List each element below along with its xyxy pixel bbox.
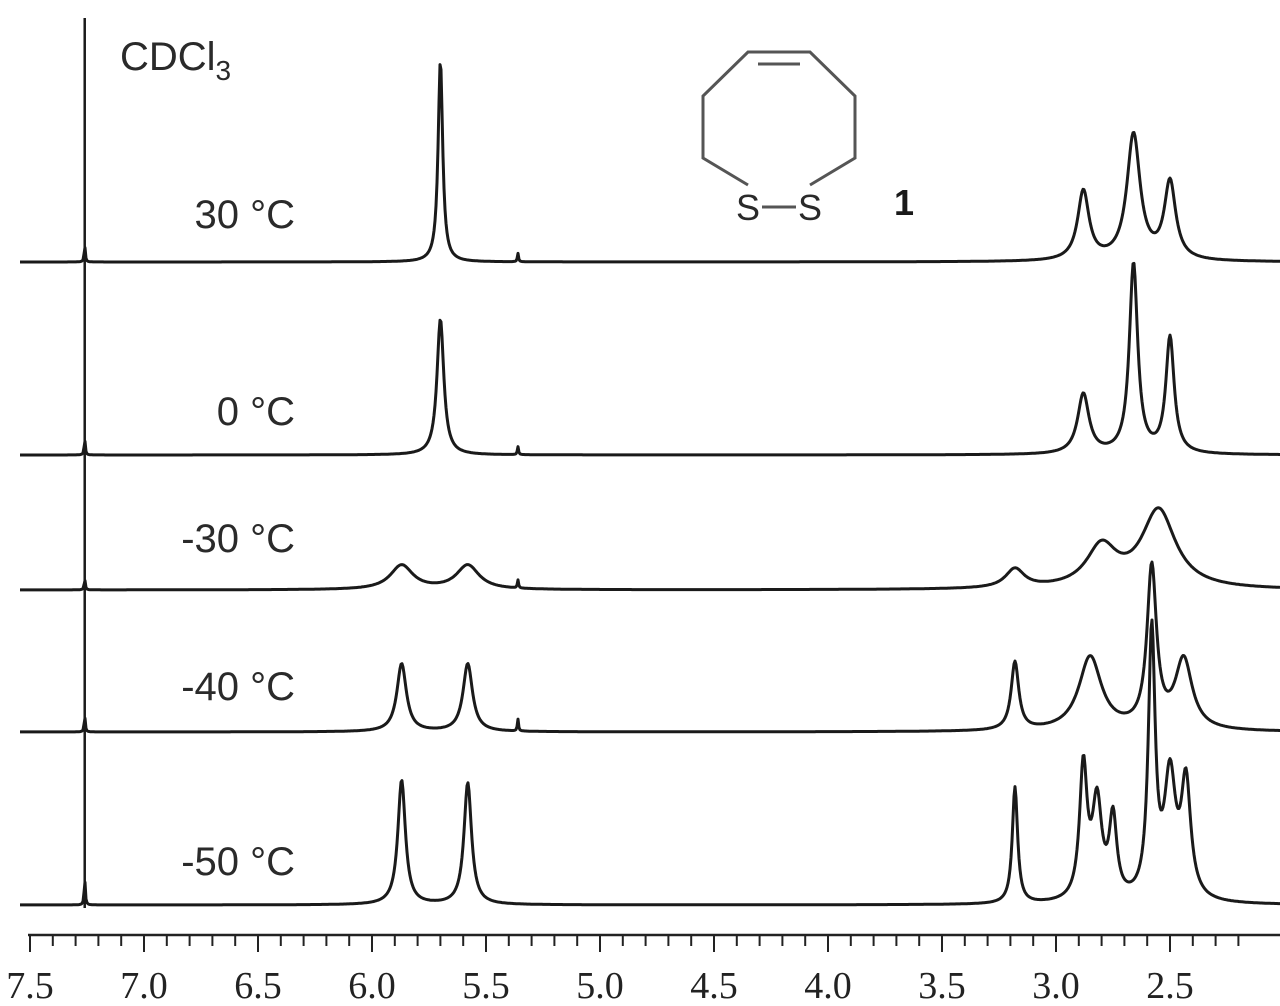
ppm-axis: 7.5 7.0 6.5 6.0 5.5 5.0 4.5 4.0 3.5 3.0 2.5 <box>6 933 1280 1006</box>
tick-label: 4.5 <box>690 965 738 1006</box>
tick-label: 3.0 <box>1032 965 1080 1006</box>
ring-bonds <box>701 50 857 187</box>
tick-label: 7.0 <box>120 965 168 1006</box>
temperature-label: -40 °C <box>181 665 295 709</box>
tick-label: 5.0 <box>576 965 624 1006</box>
tick-label: 6.0 <box>348 965 396 1006</box>
compound-number: 1 <box>894 182 914 223</box>
temperature-label: 30 °C <box>195 193 296 237</box>
spectrum-trace-5 <box>19 618 1280 907</box>
sulfur-atom-left: S <box>736 187 760 228</box>
sulfur-atom-right: S <box>798 187 822 228</box>
temperature-label: -50 °C <box>181 840 295 884</box>
temperature-label: -30 °C <box>181 517 295 561</box>
temperature-label: 0 °C <box>217 390 295 434</box>
tick-label: 2.5 <box>1146 965 1194 1006</box>
spectra-traces <box>19 18 1280 908</box>
tick-label: 3.5 <box>918 965 966 1006</box>
spectrum-trace-2 <box>19 261 1280 457</box>
spectrum-trace-4 <box>19 560 1280 734</box>
tick-label: 7.5 <box>6 965 54 1006</box>
spectrum-trace-1 <box>19 63 1280 264</box>
tick-label: 6.5 <box>234 965 282 1006</box>
tick-label: 4.0 <box>804 965 852 1006</box>
solvent-label: CDCl3 <box>120 35 231 86</box>
spectrum-trace-3 <box>19 506 1280 592</box>
temperature-labels: 30 °C 0 °C -30 °C -40 °C -50 °C <box>181 193 295 884</box>
tick-label: 5.5 <box>462 965 510 1006</box>
molecule-structure: S S 1 <box>701 50 914 228</box>
